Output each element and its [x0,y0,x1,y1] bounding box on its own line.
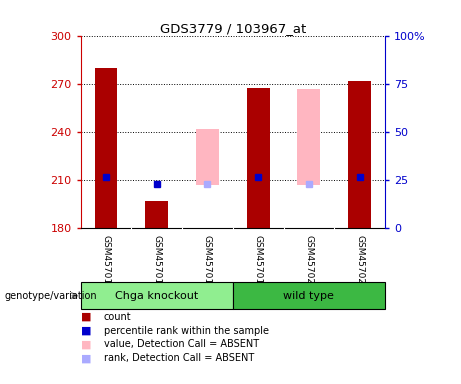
Bar [233,282,385,309]
Bar [247,88,270,228]
Text: percentile rank within the sample: percentile rank within the sample [104,326,269,336]
Text: genotype/variation: genotype/variation [5,291,97,301]
Bar [297,89,320,185]
Bar [348,81,371,228]
Text: GSM457016: GSM457016 [101,235,111,290]
Title: GDS3779 / 103967_at: GDS3779 / 103967_at [160,22,306,35]
Bar [95,68,118,228]
Text: count: count [104,312,131,322]
Text: ■: ■ [81,339,91,349]
Text: GSM457021: GSM457021 [355,235,364,290]
Text: wild type: wild type [284,291,334,301]
Bar [145,201,168,228]
Bar [196,129,219,185]
Text: ■: ■ [81,312,91,322]
Text: ■: ■ [81,326,91,336]
Text: GSM457017: GSM457017 [152,235,161,290]
Bar [81,282,233,309]
Text: GSM457019: GSM457019 [254,235,263,290]
Text: GSM457018: GSM457018 [203,235,212,290]
Text: value, Detection Call = ABSENT: value, Detection Call = ABSENT [104,339,259,349]
Text: rank, Detection Call = ABSENT: rank, Detection Call = ABSENT [104,353,254,363]
Text: ■: ■ [81,353,91,363]
Text: Chga knockout: Chga knockout [115,291,198,301]
Text: GSM457020: GSM457020 [304,235,313,290]
